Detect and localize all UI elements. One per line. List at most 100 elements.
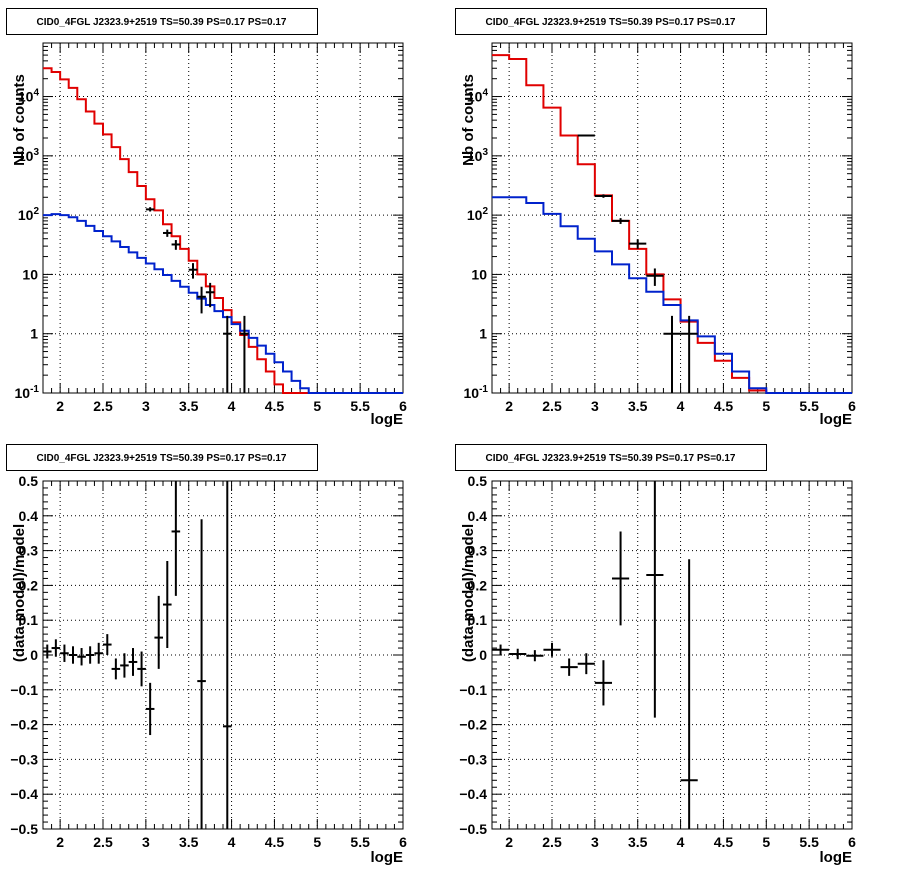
x-axis-title: logE — [371, 849, 404, 866]
x-tick-label: 5.5 — [350, 834, 370, 850]
data-point — [629, 239, 647, 249]
x-tick-label: 2 — [505, 834, 513, 850]
data-point — [646, 481, 664, 718]
y-tick-label: 1 — [479, 326, 487, 342]
y-tick-label: 1 — [30, 326, 38, 342]
x-axis-title: logE — [820, 411, 853, 428]
x-tick-label: 4 — [228, 834, 236, 850]
y-axis-title: (data-model)/model — [460, 524, 477, 662]
data-point — [103, 634, 112, 655]
x-tick-label: 3 — [591, 398, 599, 414]
data-point — [163, 561, 172, 649]
y-tick-label: 104 — [18, 88, 40, 105]
chart-title-box — [455, 444, 767, 471]
data-point — [612, 218, 630, 224]
data-point — [577, 134, 595, 137]
x-tick-label: 5.5 — [799, 834, 819, 850]
y-tick-label: 0.2 — [19, 577, 39, 593]
chart-title-box — [6, 8, 318, 35]
plot-frame — [42, 42, 404, 394]
data-point — [577, 653, 595, 675]
chart-title: CID0_4FGL J2323.9+2519 TS=50.39 PS=0.17 … — [486, 453, 736, 464]
x-tick-label: 3 — [591, 834, 599, 850]
x-tick-label: 2.5 — [542, 398, 562, 414]
y-tick-label: 0 — [30, 647, 38, 663]
x-tick-label: 3 — [142, 834, 150, 850]
x-tick-label: 6 — [848, 834, 856, 850]
data-point — [509, 648, 527, 660]
x-tick-label: 4.5 — [265, 398, 285, 414]
y-tick-label: 0.5 — [468, 473, 488, 489]
data-point — [163, 229, 172, 237]
data-point — [145, 682, 155, 736]
y-tick-label: 10 — [22, 266, 38, 282]
data-point — [205, 282, 215, 308]
data-point — [560, 658, 578, 676]
data-point — [43, 644, 52, 659]
data-point — [171, 240, 181, 250]
data-point — [526, 650, 544, 662]
x-tick-label: 3.5 — [179, 398, 199, 414]
x-tick-label: 5 — [313, 398, 321, 414]
y-tick-label: 0.1 — [19, 612, 39, 628]
x-tick-label: 5.5 — [799, 398, 819, 414]
data-point — [120, 653, 129, 678]
chart-panel-2: CID0_4FGL J2323.9+2519 TS=50.39 PS=0.17 … — [455, 8, 856, 428]
x-tick-label: 2.5 — [542, 834, 562, 850]
y-tick-label: −0.1 — [459, 682, 487, 698]
data-point — [145, 207, 155, 212]
data-point — [68, 646, 78, 664]
x-tick-label: 4.5 — [265, 834, 285, 850]
data-point — [612, 531, 630, 626]
data-point — [171, 481, 181, 596]
x-tick-label: 6 — [399, 398, 407, 414]
x-axis-title: logE — [820, 849, 853, 866]
data-point — [94, 642, 103, 664]
y-tick-label: 0.3 — [468, 543, 488, 559]
data-point — [543, 642, 561, 657]
y-tick-label: 0.3 — [19, 543, 39, 559]
data-point — [77, 648, 86, 666]
data-point — [594, 194, 612, 198]
y-tick-label: 0.1 — [468, 612, 488, 628]
data-point — [197, 519, 206, 829]
y-axis-title: Nb of counts — [460, 74, 477, 166]
x-tick-label: 5.5 — [350, 398, 370, 414]
x-tick-label: 4.5 — [714, 398, 734, 414]
data-point — [223, 315, 232, 393]
x-tick-label: 4 — [677, 398, 685, 414]
x-tick-label: 4.5 — [714, 834, 734, 850]
x-tick-label: 5 — [313, 834, 321, 850]
data-point — [594, 660, 612, 706]
x-tick-label: 3.5 — [628, 398, 648, 414]
x-tick-label: 2.5 — [93, 834, 113, 850]
y-axis-title: (data-model)/model — [11, 524, 28, 662]
y-tick-label: 10 — [471, 266, 487, 282]
y-tick-label: 102 — [467, 206, 489, 223]
chart-panel-4: CID0_4FGL J2323.9+2519 TS=50.39 PS=0.17 … — [455, 444, 856, 866]
y-tick-label: 102 — [18, 206, 40, 223]
x-tick-label: 5 — [762, 398, 770, 414]
x-tick-label: 2 — [505, 398, 513, 414]
x-tick-label: 4 — [677, 834, 685, 850]
data-point — [646, 268, 664, 286]
data-point — [680, 559, 698, 829]
data-point — [680, 315, 698, 393]
data-point — [663, 315, 681, 393]
y-tick-label: 0 — [479, 647, 487, 663]
y-tick-label: 10-1 — [464, 384, 489, 401]
y-tick-label: 10-1 — [15, 384, 40, 401]
x-tick-label: 3.5 — [179, 834, 199, 850]
chart-title-box — [455, 8, 767, 35]
y-tick-label: 104 — [467, 88, 489, 105]
y-tick-label: −0.4 — [10, 786, 38, 802]
x-tick-label: 6 — [399, 834, 407, 850]
chart-title: CID0_4FGL J2323.9+2519 TS=50.39 PS=0.17 … — [37, 17, 287, 28]
chart-title: CID0_4FGL J2323.9+2519 TS=50.39 PS=0.17 … — [37, 453, 287, 464]
data-point — [492, 644, 510, 655]
data-point — [51, 639, 61, 657]
y-tick-label: −0.2 — [459, 717, 487, 733]
y-tick-label: −0.3 — [459, 751, 487, 767]
x-tick-label: 2.5 — [93, 398, 113, 414]
y-tick-label: −0.1 — [10, 682, 38, 698]
